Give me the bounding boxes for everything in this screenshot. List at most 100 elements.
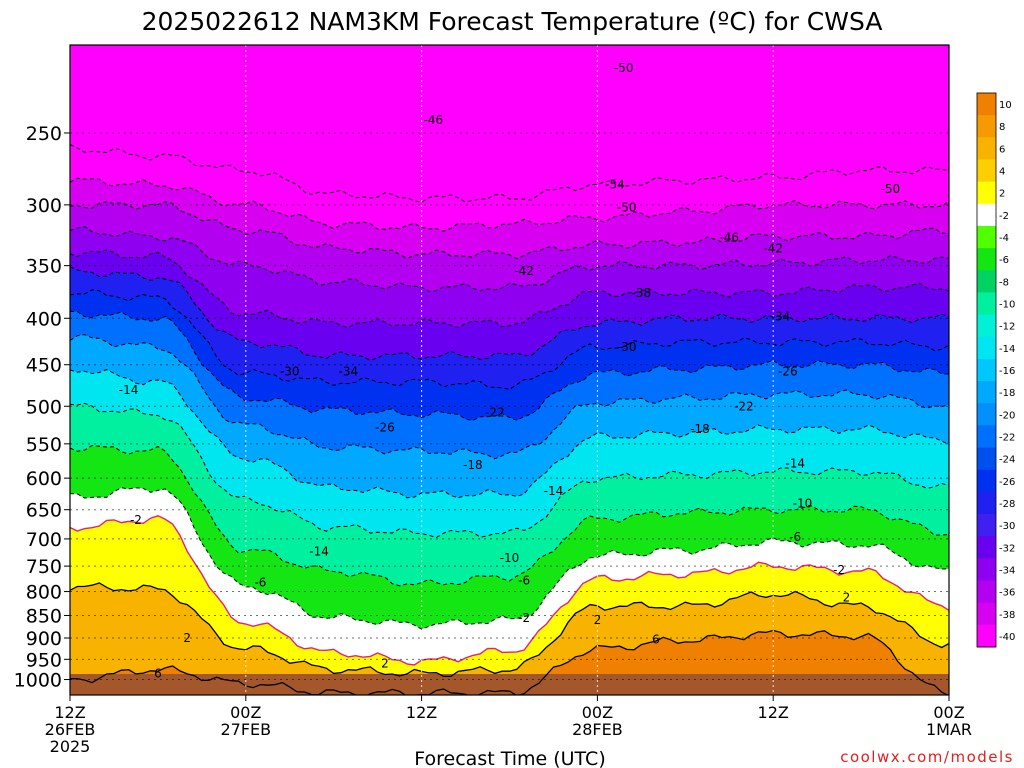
colorbar-swatch <box>977 403 996 426</box>
ground-surface <box>70 674 949 695</box>
watermark: coolwx.com/models <box>840 748 1014 766</box>
colorbar-label: -40 <box>999 632 1015 643</box>
colorbar: 10 8 6 4 2 -2 -4 -6 -8 -10 -12 -14 -16 -18 -20 -22 -24 -2… <box>976 92 1015 648</box>
colorbar-label: -8 <box>999 277 1009 288</box>
chart-title: 2025022612 NAM3KM Forecast Temperature (… <box>142 7 883 36</box>
colorbar-label: -32 <box>999 543 1015 554</box>
contour-label: -42 <box>514 264 534 278</box>
isotherm-neg42 <box>70 201 949 260</box>
colorbar-label: -30 <box>999 521 1015 532</box>
x-tick-label: 12Z <box>758 703 789 722</box>
isotherm-neg10 <box>70 402 949 539</box>
y-tick-label: 850 <box>26 605 62 627</box>
isotherm-neg18 <box>70 334 949 460</box>
colorbar-swatch <box>977 203 996 227</box>
isotherm-neg46 <box>70 177 949 232</box>
isotherm-neg30 <box>70 266 949 361</box>
contour-label: 2 <box>594 613 602 627</box>
y-tick-label: 950 <box>26 649 62 671</box>
colorbar-swatch <box>977 624 996 648</box>
contour-label: 2 <box>381 656 389 670</box>
y-tick-label: 350 <box>26 256 62 278</box>
colorbar-label: -14 <box>999 344 1015 355</box>
isotherm-neg22 <box>70 310 949 421</box>
colorbar-label: -6 <box>999 255 1009 266</box>
x-tick-label: 28FEB <box>572 720 623 739</box>
y-tick-label: 300 <box>26 195 62 217</box>
grid-lines <box>70 45 949 695</box>
x-tick-label: 2025 <box>50 737 91 756</box>
x-tick-label: 26FEB <box>45 720 96 739</box>
y-tick-label: 550 <box>26 434 62 456</box>
contour-label: -2 <box>130 513 142 527</box>
colorbar-label: 6 <box>999 144 1005 155</box>
colorbar-swatch <box>977 358 996 382</box>
y-tick-label: 250 <box>26 123 62 145</box>
temperature-bands <box>70 45 949 695</box>
contour-label: -10 <box>793 497 813 511</box>
x-tick-label: 00Z <box>933 703 964 722</box>
contour-label: -34 <box>339 365 359 379</box>
colorbar-label: 8 <box>999 122 1005 133</box>
colorbar-swatch <box>977 491 996 515</box>
colorbar-swatch <box>977 314 996 338</box>
colorbar-swatch <box>977 336 996 360</box>
x-tick-label: 00Z <box>582 703 613 722</box>
contour-label: -30 <box>280 365 300 379</box>
x-tick-label: 27FEB <box>220 720 271 739</box>
contour-label: -22 <box>734 399 754 413</box>
colorbar-swatch <box>977 602 996 626</box>
ground-layer <box>70 674 949 695</box>
contour-label: -50 <box>617 200 637 214</box>
y-tick-label: 600 <box>26 468 62 490</box>
y-tick-label: 900 <box>26 628 62 650</box>
y-tick-label: 750 <box>26 556 62 578</box>
contour-label: -26 <box>778 365 798 379</box>
contour-label: -46 <box>719 231 739 245</box>
isotherm-6 <box>70 629 949 695</box>
x-tick-label: 00Z <box>230 703 261 722</box>
isotherm-neg50 <box>70 144 949 203</box>
isotherm-neg14 <box>70 369 949 499</box>
contour-label: -10 <box>500 551 520 565</box>
x-tick-label: 12Z <box>54 703 85 722</box>
isotherm-neg2 <box>70 487 949 630</box>
colorbar-swatch <box>977 514 996 537</box>
contour-label: -6 <box>254 576 266 590</box>
y-tick-label: 700 <box>26 529 62 551</box>
colorbar-swatch <box>977 425 996 449</box>
isotherm-neg26 <box>70 289 949 390</box>
y-tick-label: 500 <box>26 396 62 418</box>
colorbar-label: -22 <box>999 432 1015 443</box>
isotherm-2 <box>70 582 949 678</box>
plot-area: -50 -46 -54 -50 -50 -46 -42 -42 -38 -34 -30 -30 -34 -… <box>70 45 949 695</box>
colorbar-label: 2 <box>999 189 1005 200</box>
colorbar-label: -38 <box>999 610 1015 621</box>
contour-label: -18 <box>690 422 710 436</box>
x-axis-label: Forecast Time (UTC) <box>414 748 605 768</box>
colorbar-label: -34 <box>999 565 1015 576</box>
colorbar-label: -16 <box>999 366 1015 377</box>
isotherm-contours <box>70 144 949 695</box>
contour-label: -30 <box>617 340 637 354</box>
colorbar-swatch <box>977 137 996 160</box>
isotherm-neg34 <box>70 249 949 329</box>
colorbar-swatch <box>977 580 996 604</box>
colorbar-swatch <box>977 181 996 205</box>
contour-label: -54 <box>605 178 625 192</box>
contour-label: -42 <box>763 241 783 255</box>
colorbar-label: -26 <box>999 477 1015 488</box>
colorbar-swatch <box>977 447 996 471</box>
contour-label: -14 <box>309 545 329 559</box>
colorbar-swatch <box>977 159 996 183</box>
isotherm-neg38 <box>70 225 949 292</box>
contour-label: -26 <box>375 421 395 435</box>
contour-label: -34 <box>771 309 791 323</box>
contour-label: -14 <box>785 456 805 470</box>
colorbar-label: -12 <box>999 322 1015 333</box>
colorbar-swatch <box>977 225 996 249</box>
colorbar-label: -36 <box>999 588 1015 599</box>
contour-label: -6 <box>518 574 530 588</box>
